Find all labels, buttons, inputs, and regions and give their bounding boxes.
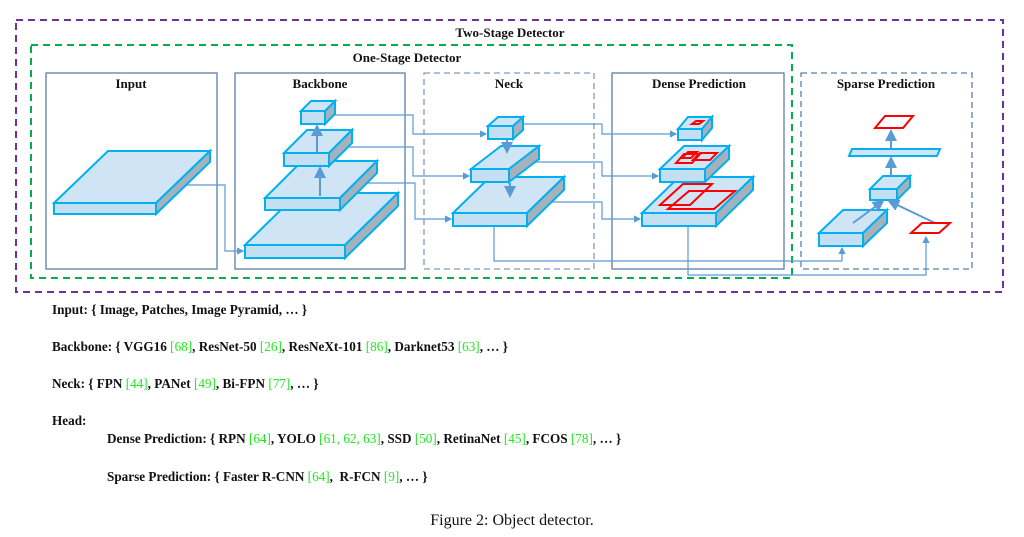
two-stage-detector-frame	[15, 19, 1004, 293]
object-detector-diagram: Two-Stage Detector One-Stage Detector In…	[15, 19, 1004, 293]
backbone-panel	[234, 72, 406, 270]
connector-neck-p5-dense	[523, 123, 678, 138]
connector-neck-p3-dense	[548, 201, 642, 223]
list-text: , ResNet-50	[192, 339, 260, 354]
list-text: Head:	[52, 413, 87, 428]
backbone-layer-4	[298, 98, 338, 127]
list-line: Input: { Image, Patches, Image Pyramid, …	[52, 302, 307, 318]
dense-box	[689, 120, 706, 125]
list-text: , R-FCN	[329, 469, 384, 484]
list-text: , Darknet53	[387, 339, 458, 354]
dense-prediction-panel	[611, 72, 785, 270]
input-image-layer	[51, 148, 213, 217]
connector-input-backbone	[178, 184, 245, 255]
figure-caption: Figure 2: Object detector.	[430, 512, 594, 529]
backbone-layer-1	[242, 190, 401, 261]
citation-link[interactable]: [26]	[259, 339, 282, 354]
list-line: Head:	[52, 413, 86, 429]
dense-layer-3	[675, 114, 715, 143]
sparse-fc-layer	[847, 148, 942, 157]
sparse-output-box	[872, 115, 916, 129]
list-line: Sparse Prediction: { Faster R-CNN [64], …	[107, 469, 428, 485]
dense-prediction-panel-title: Dense Prediction	[652, 76, 747, 91]
sparse-roi-feature	[867, 173, 913, 203]
list-text: , … }	[479, 339, 508, 354]
list-text: Dense Prediction: { RPN	[107, 431, 249, 446]
sparse-arrow	[852, 199, 885, 224]
citation-link[interactable]: [61, 62, 63]	[319, 431, 381, 446]
citation-link[interactable]: [9]	[383, 469, 400, 484]
list-text: , Bi-FPN	[215, 376, 269, 391]
citation-link[interactable]: [45]	[503, 431, 526, 446]
citation-link[interactable]: [77]	[268, 376, 291, 391]
neck-panel	[423, 72, 595, 270]
sparse-feature-layer	[816, 207, 890, 249]
dense-box	[657, 183, 715, 206]
list-text: , SSD	[380, 431, 415, 446]
citation-link[interactable]: [50]	[414, 431, 437, 446]
citation-link[interactable]: [64]	[307, 469, 330, 484]
one-stage-label: One-Stage Detector	[353, 50, 462, 65]
connector-backbone-c5-neck	[335, 114, 488, 138]
list-text: Sparse Prediction: { Faster R-CNN	[107, 469, 308, 484]
one-stage-detector-frame	[30, 44, 793, 279]
two-stage-label: Two-Stage Detector	[455, 25, 564, 40]
citation-link[interactable]: [63]	[457, 339, 480, 354]
neck-layer-1	[450, 174, 567, 229]
backbone-panel-title: Backbone	[293, 76, 348, 91]
neck-panel-title: Neck	[495, 76, 524, 91]
sparse-arrow	[887, 199, 936, 224]
list-text: , YOLO	[270, 431, 320, 446]
list-line: Dense Prediction: { RPN [64], YOLO [61, …	[107, 431, 621, 447]
list-text: , ResNeXt-101	[281, 339, 366, 354]
citation-link[interactable]: [86]	[365, 339, 388, 354]
list-line: Backbone: { VGG16 [68], ResNet-50 [26], …	[52, 339, 508, 355]
list-text: , RetinaNet	[436, 431, 504, 446]
dense-box	[679, 151, 700, 159]
connector-backbone-c3-neck	[362, 182, 453, 223]
list-text: Input: { Image, Patches, Image Pyramid, …	[52, 302, 308, 317]
sparse-roi-box	[908, 222, 953, 234]
citation-link[interactable]: [44]	[125, 376, 148, 391]
dense-box	[665, 190, 738, 210]
list-text: Backbone: { VGG16	[52, 339, 171, 354]
list-line: Neck: { FPN [44], PANet [49], Bi-FPN [77…	[52, 376, 319, 392]
sparse-prediction-panel	[800, 72, 973, 270]
citation-link[interactable]: [78]	[570, 431, 593, 446]
list-text: , … }	[290, 376, 319, 391]
connector-neck-p4-dense	[530, 161, 660, 180]
list-text: , PANet	[147, 376, 194, 391]
sparse-prediction-panel-title: Sparse Prediction	[837, 76, 936, 91]
list-text: , FCOS	[525, 431, 571, 446]
input-panel	[45, 72, 218, 270]
neck-layer-2	[468, 143, 542, 185]
list-text: Neck: { FPN	[52, 376, 126, 391]
list-text: , … }	[592, 431, 622, 446]
input-panel-title: Input	[115, 76, 147, 91]
citation-link[interactable]: [64]	[248, 431, 271, 446]
neck-layer-3	[485, 114, 526, 142]
dense-box	[690, 152, 720, 161]
citation-link[interactable]: [68]	[170, 339, 193, 354]
citation-link[interactable]: [49]	[193, 376, 216, 391]
connector-backbone-c4-neck	[341, 146, 471, 180]
list-text: , … }	[399, 469, 428, 484]
